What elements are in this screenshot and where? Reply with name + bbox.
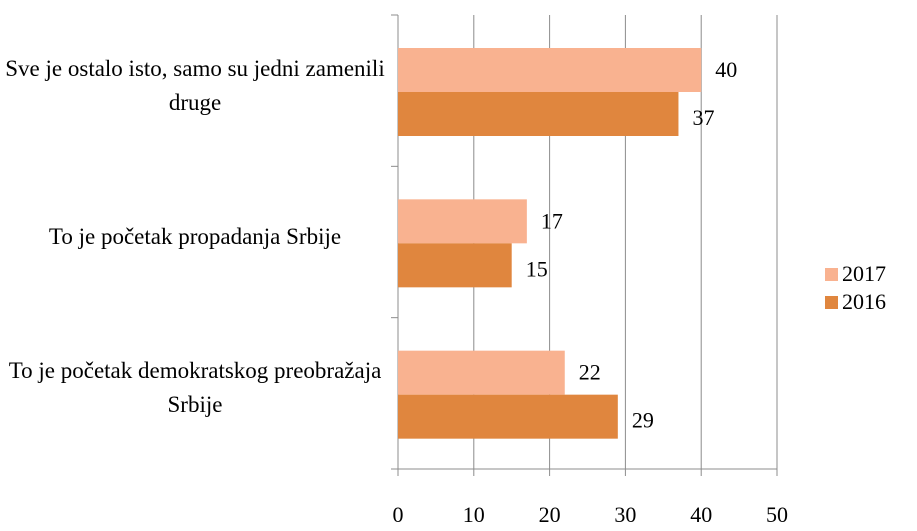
category-label: To je početak demokratskog preobražaja S… — [8, 358, 382, 418]
legend-swatch — [825, 268, 838, 281]
data-label: 37 — [692, 105, 714, 130]
bar — [398, 199, 527, 244]
x-tick-label: 0 — [393, 502, 404, 527]
bar — [398, 394, 618, 439]
legend-label: 2016 — [842, 289, 886, 314]
data-label: 22 — [579, 360, 601, 385]
bar — [398, 243, 512, 288]
x-tick-label: 10 — [463, 502, 485, 527]
x-tick-label: 30 — [614, 502, 636, 527]
category-label: To je početak propadanja Srbije — [48, 224, 342, 249]
category-label: Sve je ostalo isto, samo su jedni zameni… — [5, 55, 385, 115]
x-tick-label: 20 — [539, 502, 561, 527]
data-label: 40 — [715, 57, 737, 82]
data-label: 17 — [541, 208, 563, 233]
bar — [398, 350, 565, 395]
x-tick-label: 50 — [766, 502, 788, 527]
bar — [398, 92, 679, 136]
legend-swatch — [825, 296, 838, 309]
data-label: 15 — [526, 256, 548, 281]
legend-label: 2017 — [842, 261, 886, 286]
bar — [398, 48, 702, 92]
x-tick-label: 40 — [690, 502, 712, 527]
data-label: 29 — [632, 408, 654, 433]
